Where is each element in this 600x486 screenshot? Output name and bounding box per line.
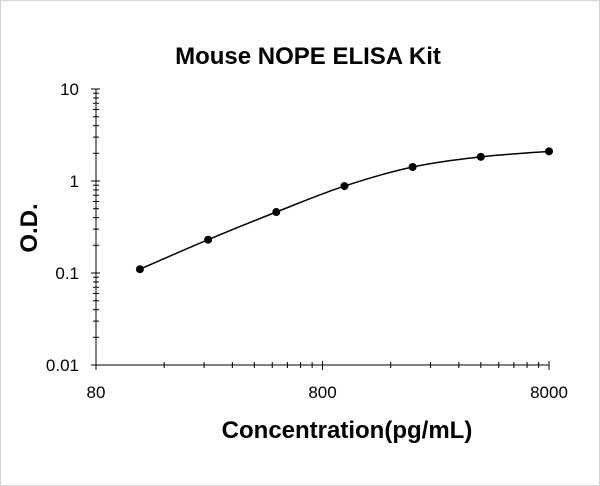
x-tick-label: 800: [308, 383, 336, 402]
axes: [95, 89, 549, 366]
data-point: [545, 147, 553, 156]
y-tick-label: 1: [70, 172, 79, 191]
data-point: [408, 162, 417, 171]
x-axis-label: Concentration(pg/mL): [222, 417, 473, 444]
x-tick-label: 8000: [530, 383, 568, 402]
data-point: [135, 265, 144, 274]
y-tick-label: 0.1: [55, 264, 79, 283]
data-point: [272, 208, 281, 217]
data-point: [476, 152, 485, 161]
curve: [139, 150, 550, 270]
data-point: [340, 182, 349, 191]
x-tick-label: 80: [87, 383, 106, 402]
series-line: [139, 150, 550, 270]
chart-title: Mouse NOPE ELISA Kit: [175, 43, 441, 70]
data-point: [204, 235, 213, 244]
y-tick-label: 0.01: [46, 356, 79, 375]
points: [135, 147, 553, 274]
ticks: 0.01 0.1 1 10 80 800 8000: [46, 80, 568, 402]
y-tick-label: 10: [60, 80, 79, 99]
y-axis-label: O.D.: [16, 203, 43, 252]
